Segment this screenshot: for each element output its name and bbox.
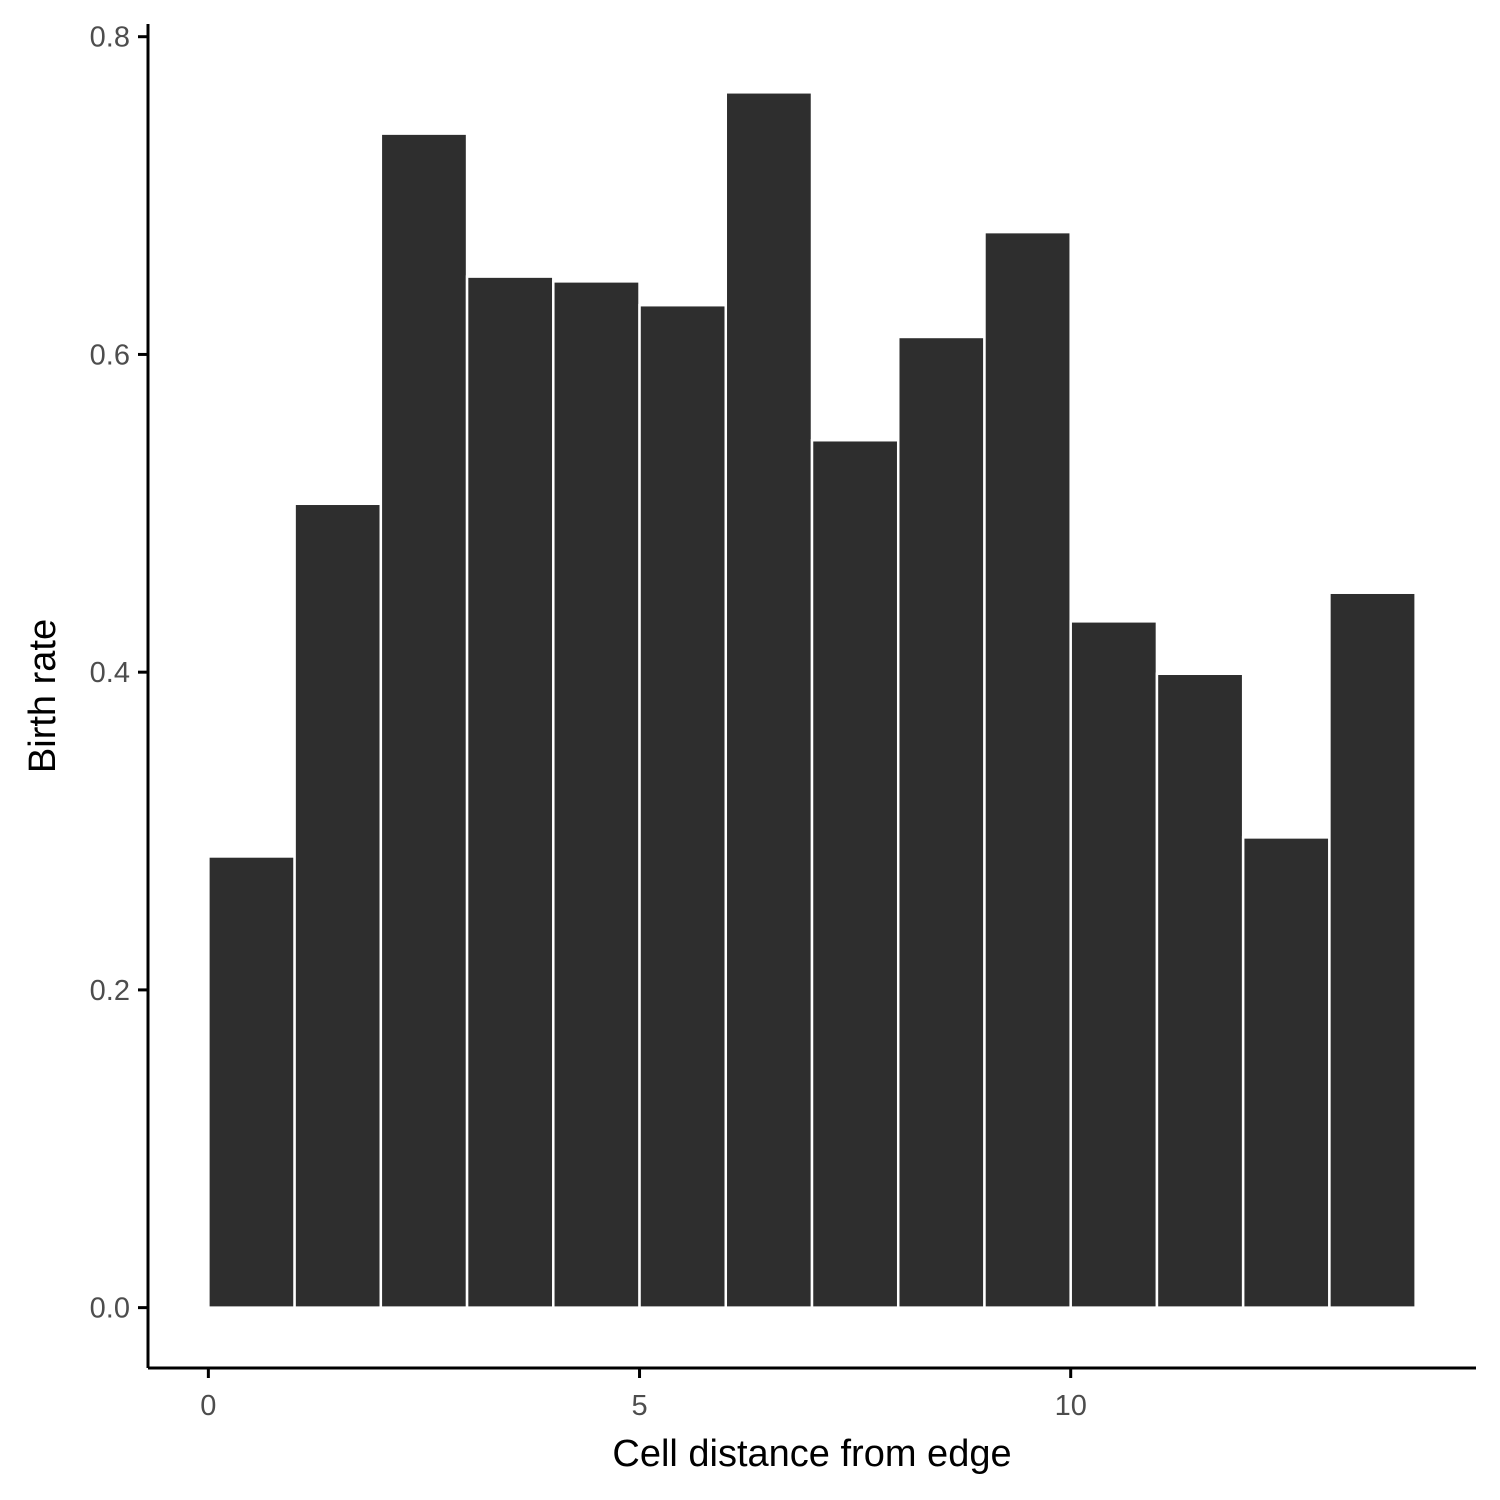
x-tick-label-0: 0 (200, 1390, 216, 1422)
bar-6 (724, 91, 814, 1309)
x-tick-label-2: 10 (1055, 1390, 1087, 1422)
y-axis-ticks: 0.0 0.2 0.4 0.6 0.8 (90, 22, 148, 1325)
y-tick-label-3: 0.6 (90, 339, 130, 371)
bars-group (207, 91, 1417, 1309)
bar-2 (379, 132, 469, 1309)
bar-7 (810, 438, 900, 1309)
bar-3 (465, 275, 555, 1309)
bar-5 (638, 303, 728, 1309)
y-tick-label-1: 0.2 (90, 975, 130, 1007)
x-axis-title: Cell distance from edge (612, 1433, 1011, 1475)
bar-13 (1328, 591, 1417, 1309)
y-tick-label-4: 0.8 (90, 22, 130, 54)
bar-4 (552, 280, 641, 1309)
bar-12 (1241, 836, 1331, 1309)
bar-10 (1069, 620, 1159, 1309)
bar-1 (293, 502, 383, 1309)
bar-11 (1155, 672, 1245, 1309)
y-tick-label-2: 0.4 (90, 657, 130, 689)
y-axis-title: Birth rate (22, 619, 64, 773)
bar-9 (983, 230, 1072, 1309)
bar-8 (896, 335, 986, 1309)
x-tick-label-1: 5 (631, 1390, 647, 1422)
bar-0 (207, 855, 296, 1309)
y-tick-label-0: 0.0 (90, 1293, 130, 1325)
x-axis-ticks: 0 5 10 (200, 1368, 1087, 1422)
